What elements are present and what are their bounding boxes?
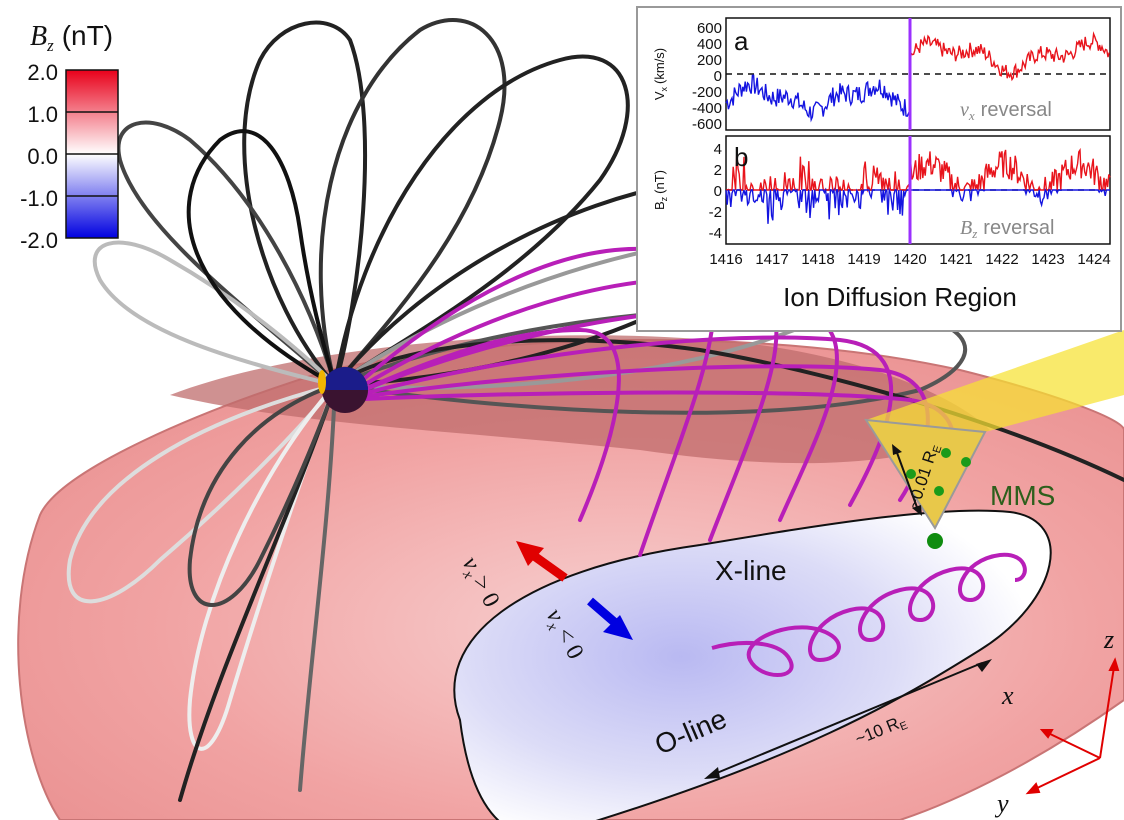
inset-xtick: 1424 — [1077, 251, 1110, 268]
panel-b-ytick: -2 — [709, 204, 722, 221]
panel-a-ytick: -200 — [692, 84, 722, 101]
panel-b-annotation: Bz reversal — [960, 217, 1054, 241]
o-line-length-arrow — [704, 659, 992, 779]
axis-z-label: z — [1103, 625, 1114, 654]
colorbar-tick: 1.0 — [27, 102, 58, 127]
panel-a-ytick: 400 — [697, 36, 722, 53]
flux-rope-helix — [711, 552, 1027, 677]
panel-b-ytick: -4 — [709, 225, 722, 242]
colorbar-tick: 2.0 — [27, 60, 58, 85]
panel-a-ytick: -600 — [692, 116, 722, 133]
panel-b-ytick: 0 — [714, 183, 722, 200]
panel-a-trace-positive — [909, 31, 1110, 82]
earth-icon — [318, 367, 368, 413]
mms-label: MMS — [990, 480, 1055, 511]
mms-location-marker — [927, 533, 943, 549]
colorbar-tick: 0.0 — [27, 144, 58, 169]
inset-xtick: 1419 — [847, 251, 880, 268]
velocity-arrow-negative — [587, 597, 633, 640]
colorbar-title: Bz (nT) — [30, 20, 113, 55]
panel-b-trace — [726, 147, 1111, 193]
panel-b-trace-negative — [725, 187, 1110, 224]
panel-b-letter: b — [734, 142, 748, 172]
panel-b-ylabel: Bz(nT) — [652, 170, 669, 210]
panel-a-ytick: 200 — [697, 52, 722, 69]
panel-a-ytick: 0 — [714, 68, 722, 85]
ion-diffusion-region-inset: 600 400 200 0 -200 -400 -600 4 2 0 -2 -4… — [636, 6, 1122, 332]
inset-xtick: 1423 — [1031, 251, 1064, 268]
panel-b-ytick: 4 — [714, 141, 722, 158]
colorbar-tick: -1.0 — [20, 186, 58, 211]
panel-a-ylabel: Vx(km/s) — [652, 48, 669, 100]
panel-a-annotation: vx reversal — [960, 99, 1052, 123]
panel-a-trace-negative — [725, 74, 911, 123]
colorbar — [65, 69, 119, 239]
inset-xtick: 1421 — [939, 251, 972, 268]
inset-xtick: 1420 — [893, 251, 926, 268]
velocity-arrow-positive — [516, 541, 568, 582]
axis-y-label: y — [994, 789, 1009, 818]
panel-a-ytick: -400 — [692, 100, 722, 117]
panel-a-ytick: 600 — [697, 20, 722, 37]
mms-spacecraft — [906, 448, 971, 496]
inset-plots: 600 400 200 0 -200 -400 -600 4 2 0 -2 -4… — [652, 17, 1111, 312]
inset-xtick: 1422 — [985, 251, 1018, 268]
coordinate-axes — [1025, 657, 1120, 795]
panel-a-letter: a — [734, 26, 749, 56]
inset-xtick: 1416 — [709, 251, 742, 268]
colorbar-tick: -2.0 — [20, 228, 58, 253]
inset-title: Ion Diffusion Region — [783, 282, 1017, 312]
inset-xtick: 1418 — [801, 251, 834, 268]
axis-x-label: x — [1001, 681, 1014, 710]
x-line-label: X-line — [715, 555, 787, 586]
inset-xtick: 1417 — [755, 251, 788, 268]
panel-b-ytick: 2 — [714, 162, 722, 179]
